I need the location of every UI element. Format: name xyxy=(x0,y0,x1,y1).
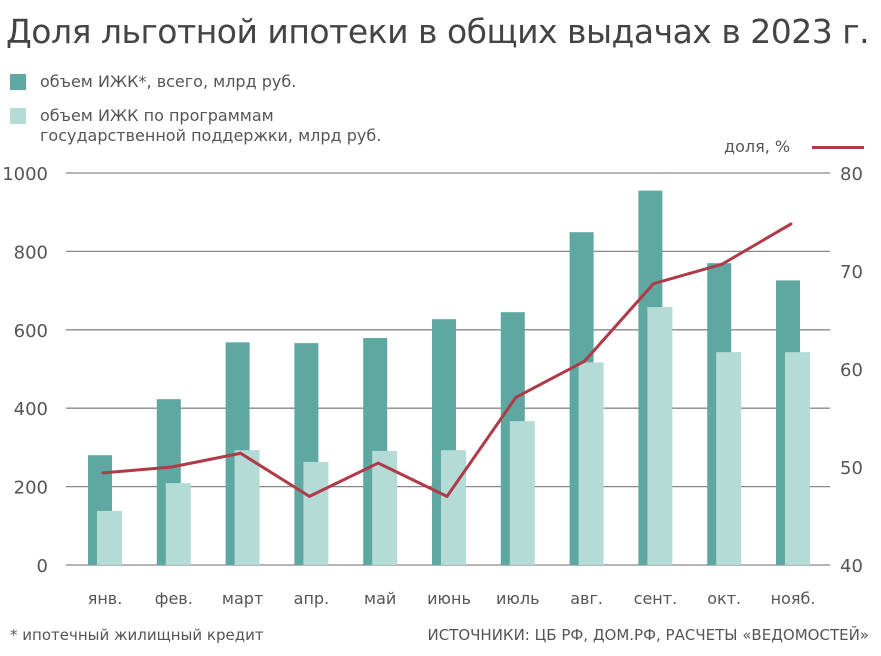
share-point xyxy=(376,461,380,465)
share-point xyxy=(239,451,243,455)
x-tick-label: янв. xyxy=(88,589,123,608)
y-left-tick-label: 400 xyxy=(14,399,48,420)
share-point xyxy=(101,471,105,475)
legend-swatch-gov xyxy=(10,108,26,124)
bar-gov xyxy=(234,450,260,565)
legend-swatch-total xyxy=(10,74,26,90)
legend-share: доля, % xyxy=(724,137,791,156)
bar-gov xyxy=(785,352,810,565)
share-point xyxy=(445,494,449,498)
x-tick-label: авг. xyxy=(570,589,603,608)
bar-gov xyxy=(647,307,673,565)
legend-share-line xyxy=(812,146,864,149)
bar-gov xyxy=(716,352,742,565)
y-right-tick-label: 70 xyxy=(840,262,863,283)
share-point xyxy=(651,282,655,286)
y-left-tick-label: 1000 xyxy=(2,164,48,185)
legend-gov-line1: объем ИЖК по программам xyxy=(40,106,274,125)
bar-gov xyxy=(303,461,329,565)
x-tick-label: март xyxy=(222,589,263,608)
share-point xyxy=(720,262,724,266)
share-point xyxy=(789,222,793,226)
x-tick-label: апр. xyxy=(294,589,330,608)
x-tick-label: окт. xyxy=(707,589,741,608)
bar-gov xyxy=(165,483,191,565)
bar-gov xyxy=(578,362,604,565)
bar-gov xyxy=(509,421,535,565)
y-left-tick-label: 200 xyxy=(14,478,48,499)
share-point xyxy=(514,395,518,399)
bar-gov xyxy=(441,450,466,565)
bar-gov xyxy=(97,510,122,565)
y-left-tick-label: 0 xyxy=(37,556,48,577)
x-tick-label: фев. xyxy=(155,589,193,608)
footnote: * ипотечный жилищный кредит xyxy=(10,626,264,644)
y-right-tick-label: 80 xyxy=(840,164,863,185)
x-tick-label: май xyxy=(364,589,396,608)
legend-total: объем ИЖК*, всего, млрд руб. xyxy=(40,72,297,91)
share-point xyxy=(583,359,587,363)
legend-gov-line2: государственной поддержки, млрд руб. xyxy=(40,126,382,145)
x-tick-label: июнь xyxy=(427,589,471,608)
x-tick-label: июль xyxy=(496,589,540,608)
y-left-tick-label: 800 xyxy=(14,242,48,263)
y-right-tick-label: 50 xyxy=(840,458,863,479)
x-tick-label: сент. xyxy=(634,589,678,608)
bar-gov xyxy=(372,450,398,565)
share-point xyxy=(170,465,174,469)
y-left-tick-label: 600 xyxy=(14,321,48,342)
share-point xyxy=(307,494,311,498)
chart-title: Доля льготной ипотеки в общих выдачах в … xyxy=(6,12,870,51)
source-note: ИСТОЧНИКИ: ЦБ РФ, ДОМ.РФ, РАСЧЕТЫ «ВЕДОМ… xyxy=(427,626,869,644)
y-right-tick-label: 60 xyxy=(840,360,863,381)
y-right-tick-label: 40 xyxy=(840,556,863,577)
x-tick-label: нояб. xyxy=(771,589,816,608)
